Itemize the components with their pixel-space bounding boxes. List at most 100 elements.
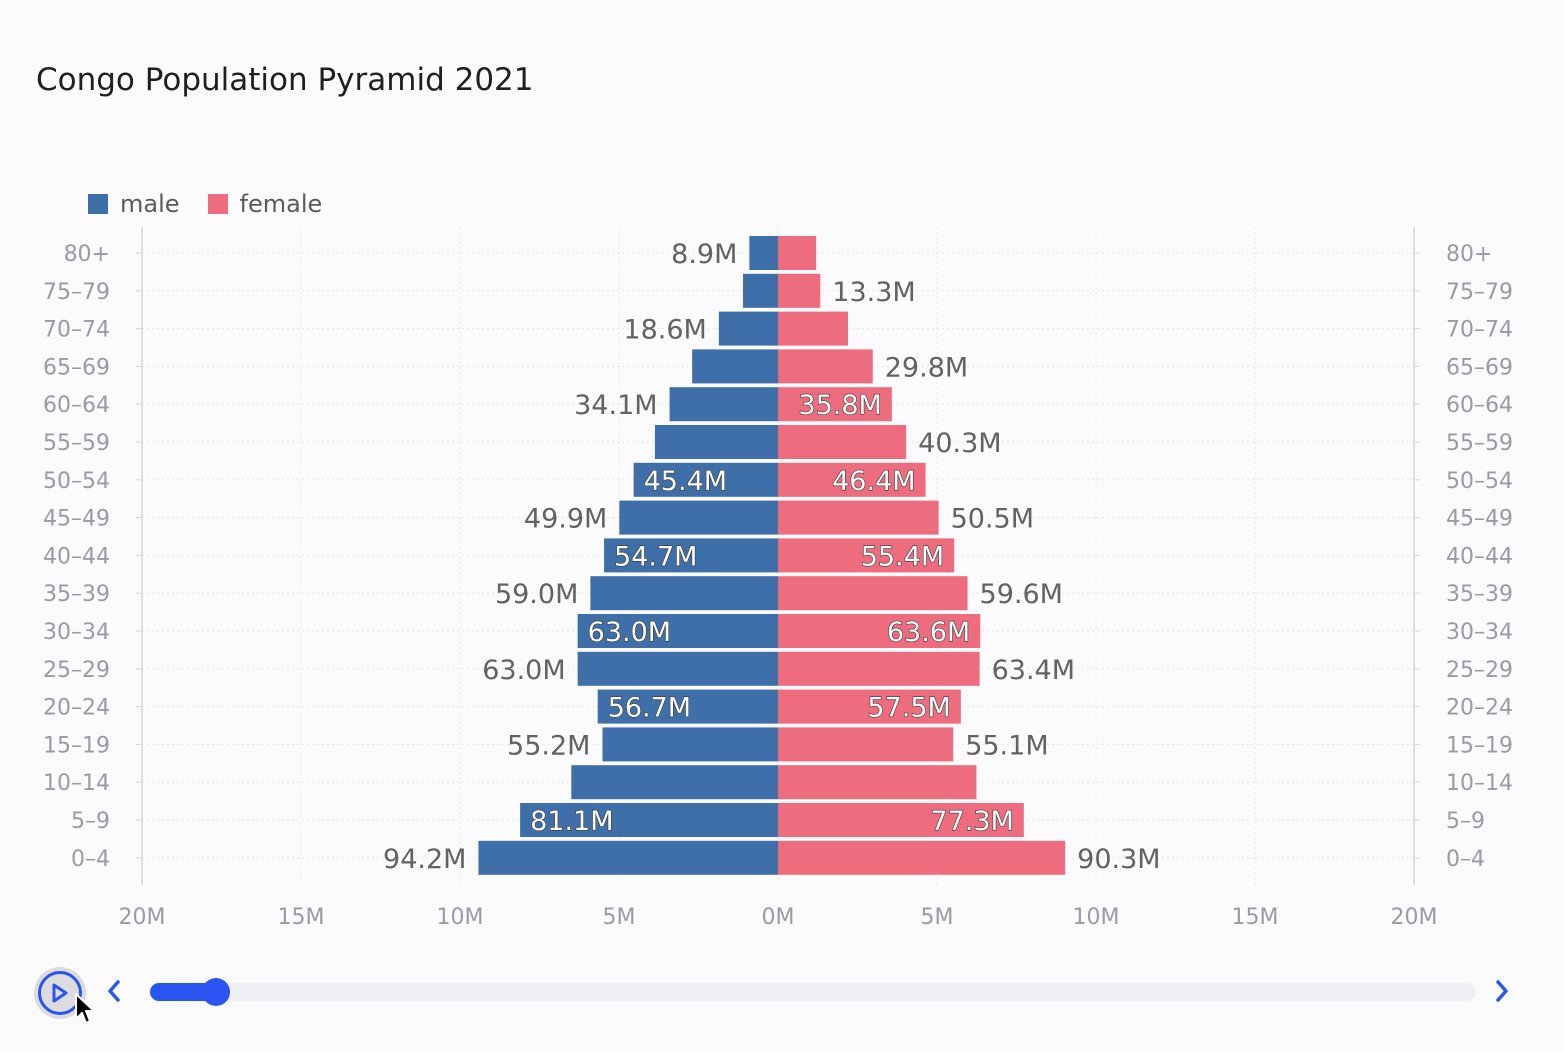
bar-male — [590, 576, 778, 611]
timeline-handle[interactable] — [202, 978, 231, 1006]
bar-male — [571, 765, 778, 800]
data-label-female: 90.3M — [1077, 844, 1160, 875]
bar-male — [478, 840, 778, 875]
data-label-female: 50.5M — [951, 504, 1034, 535]
data-label-male: 63.0M — [482, 655, 565, 686]
bar-female — [778, 538, 955, 573]
y-tick-label-left: 80+ — [64, 242, 110, 267]
bar-male — [669, 387, 778, 422]
y-tick-label-right: 40–44 — [1446, 544, 1513, 569]
prev-button[interactable] — [100, 975, 128, 1007]
bar-male — [654, 425, 778, 459]
y-tick-label-left: 65–69 — [43, 355, 110, 380]
bar-female — [778, 273, 821, 308]
legend-label-male: male — [120, 190, 180, 218]
data-label-male: 34.1M — [574, 390, 657, 421]
y-tick-label-left: 75–79 — [43, 280, 110, 305]
x-tick-label: 10M — [1073, 905, 1120, 930]
y-tick-label-left: 25–29 — [43, 658, 110, 683]
y-tick-label-right: 5–9 — [1446, 809, 1485, 834]
data-label-male: 63.0M — [588, 617, 671, 648]
x-tick-label: 5M — [921, 905, 954, 930]
x-tick-label: 20M — [119, 905, 166, 930]
y-tick-label-left: 0–4 — [71, 847, 110, 872]
play-button[interactable] — [34, 967, 86, 1019]
bar-female — [778, 462, 926, 497]
y-tick-label-left: 20–24 — [43, 696, 110, 721]
bar-female — [778, 765, 977, 800]
data-label-female: 29.8M — [885, 352, 968, 383]
y-tick-label-right: 15–19 — [1446, 733, 1513, 758]
data-label-male: 45.4M — [644, 466, 727, 497]
data-label-female: 63.6M — [887, 617, 970, 648]
bar-female — [778, 727, 954, 762]
y-tick-label-right: 70–74 — [1446, 318, 1513, 343]
y-tick-label-left: 5–9 — [71, 809, 110, 834]
x-tick-label: 15M — [278, 905, 325, 930]
chart-title: Congo Population Pyramid 2021 — [36, 62, 534, 98]
bar-female — [778, 500, 939, 535]
y-tick-label-right: 75–79 — [1446, 280, 1513, 305]
x-tick-label: 10M — [437, 905, 484, 930]
bar-male — [692, 349, 778, 384]
bar-female — [778, 614, 981, 648]
y-tick-label-left: 45–49 — [43, 507, 110, 532]
play-icon — [38, 971, 82, 1015]
x-tick-label: 20M — [1391, 905, 1438, 930]
bar-male — [718, 311, 778, 346]
y-tick-label-right: 10–14 — [1446, 771, 1513, 796]
data-label-male: 18.6M — [623, 315, 706, 346]
data-label-male: 56.7M — [608, 693, 691, 724]
bar-female — [778, 311, 848, 346]
bar-female — [778, 803, 1024, 837]
legend-item-female[interactable]: female — [207, 190, 323, 218]
x-tick-label: 0M — [762, 905, 795, 930]
data-label-female: 46.4M — [832, 466, 915, 497]
legend-swatch-male — [88, 194, 108, 214]
data-label-female: 55.4M — [861, 541, 944, 572]
data-label-male: 59.0M — [495, 579, 578, 610]
bar-female — [778, 387, 892, 422]
bar-male — [597, 689, 778, 724]
y-tick-label-right: 65–69 — [1446, 355, 1513, 380]
y-tick-label-left: 70–74 — [43, 318, 110, 343]
data-label-male: 81.1M — [530, 806, 613, 837]
bar-female — [778, 689, 961, 724]
bar-female — [778, 349, 873, 384]
data-label-female: 35.8M — [798, 390, 881, 421]
bar-male — [749, 236, 778, 270]
data-label-female: 13.3M — [832, 277, 915, 308]
bar-male — [619, 500, 778, 535]
y-tick-label-left: 30–34 — [43, 620, 110, 645]
next-button[interactable] — [1488, 975, 1516, 1007]
bar-male — [577, 651, 778, 686]
chevron-right-icon — [1496, 980, 1508, 1002]
bar-male — [602, 727, 778, 762]
y-tick-label-left: 40–44 — [43, 544, 110, 569]
data-label-female: 40.3M — [918, 428, 1001, 459]
bar-male — [520, 803, 778, 837]
data-label-male: 8.9M — [671, 239, 737, 270]
y-tick-label-left: 15–19 — [43, 733, 110, 758]
y-tick-label-right: 80+ — [1446, 242, 1492, 267]
bar-female — [778, 236, 817, 270]
legend-label-female: female — [239, 190, 323, 218]
bar-female — [778, 425, 907, 459]
bar-male — [604, 538, 778, 573]
y-tick-label-left: 35–39 — [43, 582, 110, 607]
legend-item-male[interactable]: male — [88, 190, 180, 218]
y-tick-label-left: 60–64 — [43, 393, 110, 418]
y-tick-label-right: 25–29 — [1446, 658, 1513, 683]
data-label-female: 77.3M — [930, 806, 1013, 837]
timeline-slider[interactable] — [150, 978, 1476, 1006]
x-tick-label: 15M — [1232, 905, 1279, 930]
bar-female — [778, 840, 1066, 875]
x-tick-label: 5M — [603, 905, 636, 930]
data-label-male: 55.2M — [507, 730, 590, 761]
y-tick-label-left: 10–14 — [43, 771, 110, 796]
y-tick-label-right: 60–64 — [1446, 393, 1513, 418]
y-tick-label-right: 55–59 — [1446, 431, 1513, 456]
data-label-female: 59.6M — [980, 579, 1063, 610]
timeline-progress — [150, 983, 217, 1001]
